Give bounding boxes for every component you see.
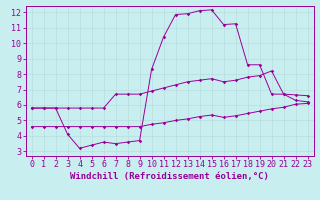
X-axis label: Windchill (Refroidissement éolien,°C): Windchill (Refroidissement éolien,°C) [70,172,269,181]
